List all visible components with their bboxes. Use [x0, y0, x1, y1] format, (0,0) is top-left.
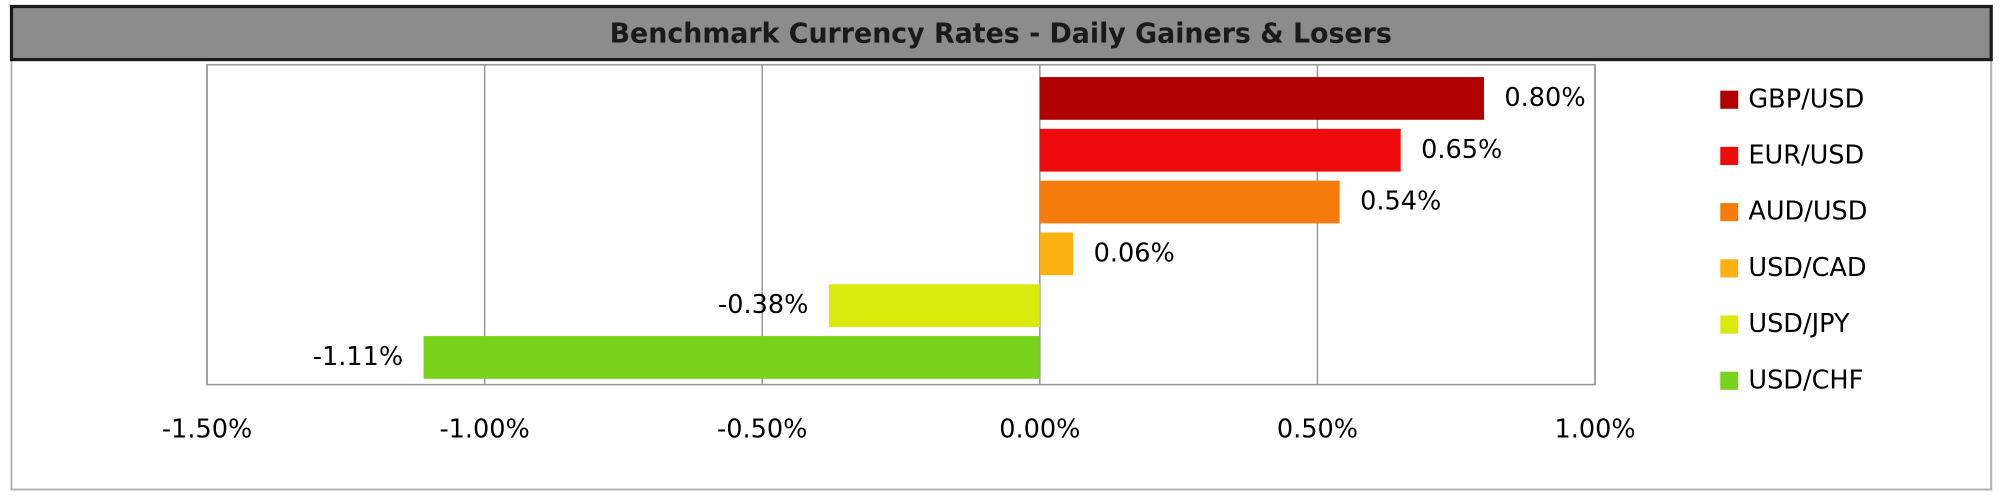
x-tick-label: 0.00%	[999, 414, 1080, 444]
x-tick-label: 1.00%	[1554, 414, 1635, 444]
legend-label: USD/JPY	[1748, 309, 1849, 339]
legend-label: USD/CHF	[1748, 365, 1863, 395]
x-tick-label: -0.50%	[717, 414, 807, 444]
legend-label: EUR/USD	[1748, 140, 1864, 170]
legend-swatch	[1720, 259, 1739, 278]
chart-title: Benchmark Currency Rates - Daily Gainers…	[610, 18, 1392, 49]
x-tick-label: 0.50%	[1277, 414, 1358, 444]
legend-label: AUD/USD	[1748, 197, 1867, 227]
legend-label: GBP/USD	[1748, 84, 1864, 114]
value-label: 0.06%	[1094, 238, 1175, 268]
legend-swatch	[1720, 371, 1739, 390]
x-tick-label: -1.00%	[439, 414, 529, 444]
value-label: 0.65%	[1421, 135, 1502, 165]
legend-label: USD/CAD	[1748, 253, 1866, 283]
bar	[1039, 128, 1401, 172]
legend-swatch	[1720, 146, 1739, 165]
value-label: -1.11%	[313, 342, 403, 372]
chart-frame	[10, 5, 1993, 491]
legend-swatch	[1720, 315, 1739, 334]
bar	[828, 284, 1040, 327]
x-tick-label: -1.50%	[162, 414, 252, 444]
legend-swatch	[1720, 203, 1739, 222]
bar	[1039, 77, 1484, 120]
value-label: 0.80%	[1504, 83, 1585, 113]
legend-swatch	[1720, 90, 1739, 109]
bar	[1039, 180, 1340, 224]
value-label: -0.38%	[718, 290, 808, 320]
title-bar	[9, 4, 1993, 62]
value-label: 0.54%	[1360, 186, 1441, 216]
bar	[1039, 232, 1074, 276]
bar	[423, 336, 1040, 379]
